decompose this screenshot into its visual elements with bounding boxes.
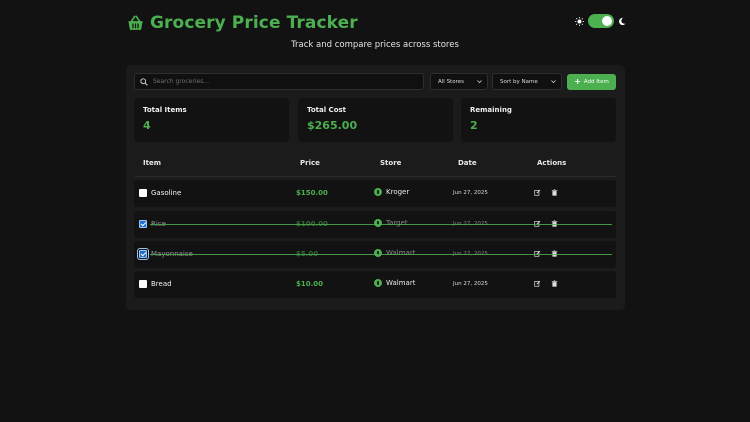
column-header-actions: Actions	[537, 159, 567, 167]
item-date: Jun 27, 2025	[453, 281, 488, 287]
stat-value: 2	[470, 119, 478, 132]
table-row: Mayonnaise $5.00 Walmart Jun 27, 2025	[134, 241, 616, 268]
purchased-checkbox[interactable]	[139, 280, 147, 288]
stat-label: Remaining	[470, 106, 512, 114]
table-row: Rice $100.00 Target Jun 27, 2025	[134, 211, 616, 238]
edit-icon[interactable]	[534, 220, 541, 227]
column-header-store: Store	[380, 159, 402, 167]
table-header: Item Price Store Date Actions	[134, 155, 616, 177]
theme-toggle[interactable]	[588, 14, 614, 28]
edit-icon[interactable]	[534, 250, 541, 257]
purchased-checkbox[interactable]	[139, 220, 147, 228]
purchased-checkbox[interactable]	[139, 189, 147, 197]
table-row: Gasoline $150.00 Kroger Jun 27, 2025	[134, 180, 616, 207]
chevron-down-icon	[551, 80, 556, 84]
app-title: Grocery Price Tracker	[150, 13, 358, 33]
item-date: Jun 27, 2025	[453, 190, 488, 196]
stat-label: Total Items	[143, 106, 187, 114]
strikethrough-line	[150, 254, 612, 255]
store-name: Walmart	[386, 249, 416, 257]
plus-icon: +	[574, 77, 581, 86]
item-name: Bread	[151, 280, 172, 288]
tracker-card: All Stores Sort by Name + Add Item Total…	[126, 65, 625, 310]
theme-switch	[575, 14, 626, 28]
sort-select[interactable]: Sort by Name	[492, 73, 562, 90]
app-header: Grocery Price Tracker	[126, 10, 626, 36]
item-price: $10.00	[296, 280, 324, 288]
sun-icon	[575, 16, 584, 26]
basket-icon	[128, 15, 143, 30]
trash-icon[interactable]	[551, 189, 558, 196]
item-name: Gasoline	[151, 189, 182, 197]
column-header-price: Price	[300, 159, 320, 167]
chevron-down-icon	[477, 80, 482, 84]
sort-value: Sort by Name	[500, 78, 538, 85]
column-header-date: Date	[458, 159, 477, 167]
stat-label: Total Cost	[307, 106, 347, 114]
item-store: Kroger	[374, 188, 409, 196]
store-icon	[374, 249, 382, 257]
store-icon	[374, 188, 382, 196]
stat-total-items: Total Items 4	[134, 98, 289, 142]
moon-icon	[619, 17, 626, 25]
store-name: Walmart	[386, 279, 416, 287]
add-item-button[interactable]: + Add Item	[567, 74, 616, 90]
edit-icon[interactable]	[534, 280, 541, 287]
purchased-checkbox[interactable]	[137, 248, 149, 260]
item-store: Walmart	[374, 279, 415, 287]
stat-value: 4	[143, 119, 151, 132]
app-subtitle: Track and compare prices across stores	[291, 40, 459, 50]
stat-total-cost: Total Cost $265.00	[298, 98, 453, 142]
column-header-item: Item	[143, 159, 161, 167]
stat-remaining: Remaining 2	[461, 98, 616, 142]
store-icon	[374, 219, 382, 227]
search-input[interactable]	[153, 78, 403, 85]
item-price: $150.00	[296, 189, 328, 197]
brand: Grocery Price Tracker	[126, 10, 358, 36]
store-icon	[374, 279, 382, 287]
store-filter-value: All Stores	[438, 78, 464, 85]
strikethrough-line	[150, 224, 612, 225]
trash-icon[interactable]	[551, 280, 558, 287]
edit-icon[interactable]	[534, 189, 541, 196]
search-box[interactable]	[134, 73, 424, 90]
item-store: Walmart	[374, 249, 415, 257]
search-icon	[140, 77, 148, 86]
store-name: Target	[386, 219, 408, 227]
add-item-label: Add Item	[583, 79, 609, 85]
table-row: Bread $10.00 Walmart Jun 27, 2025	[134, 271, 616, 298]
store-filter-select[interactable]: All Stores	[430, 73, 488, 90]
store-name: Kroger	[386, 188, 410, 196]
stat-value: $265.00	[307, 119, 358, 132]
item-store: Target	[374, 219, 408, 227]
